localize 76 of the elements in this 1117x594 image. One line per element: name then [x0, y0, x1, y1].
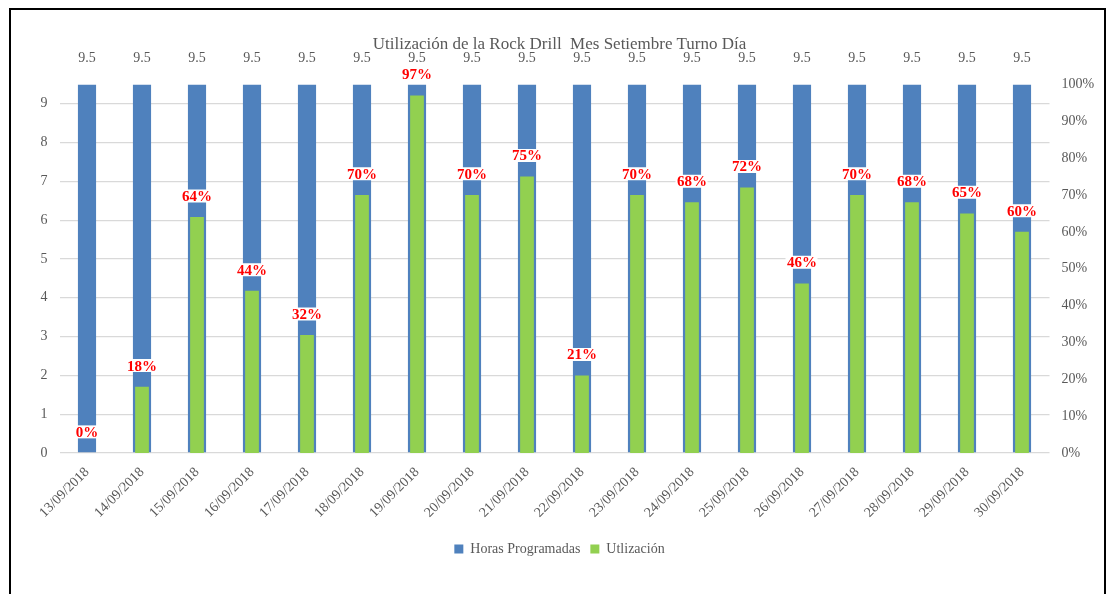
y-tick-label: 0: [40, 444, 48, 460]
data-label: 9.5: [573, 50, 591, 66]
data-label: 21%: [567, 346, 597, 363]
y2-tick-label: 50%: [1061, 260, 1088, 276]
y-tick-label: 5: [40, 250, 48, 266]
bar: [465, 194, 479, 453]
data-label: 9.5: [188, 50, 206, 66]
data-label: 60%: [1007, 202, 1037, 219]
data-label: 9.5: [1013, 50, 1031, 66]
y-tick-label: 4: [40, 289, 48, 305]
bar: [630, 194, 644, 453]
y-tick-label: 7: [40, 173, 48, 189]
data-label: 9.5: [463, 50, 481, 66]
data-label: 68%: [677, 173, 707, 190]
data-label: 9.5: [408, 50, 426, 66]
y-tick-label: 2: [40, 367, 48, 383]
data-label: 70%: [457, 165, 487, 182]
y2-tick-label: 90%: [1061, 112, 1088, 128]
bar: [520, 176, 534, 453]
legend-label: Utlización: [606, 540, 665, 556]
chart-title: Utilización de la Rock Drill Mes Setiembre Turno Día: [372, 33, 747, 53]
data-label: 9.5: [518, 50, 536, 66]
data-label: 18%: [127, 357, 157, 374]
y-tick-label: 1: [40, 405, 48, 421]
bar: [905, 202, 919, 453]
y2-tick-label: 70%: [1061, 186, 1088, 202]
bar: [1015, 231, 1029, 453]
y-tick-label: 3: [40, 328, 48, 344]
bar: [190, 217, 204, 453]
y2-tick-label: 20%: [1061, 370, 1088, 386]
data-label: 64%: [182, 187, 212, 204]
data-label: 9.5: [133, 50, 151, 66]
data-label: 9.5: [903, 50, 921, 66]
bar: [960, 213, 974, 453]
data-label: 9.5: [243, 50, 261, 66]
data-label: 9.5: [958, 50, 976, 66]
bar: [355, 194, 369, 453]
y-tick-label: 8: [40, 134, 48, 150]
data-label: 32%: [292, 305, 322, 322]
data-label: 70%: [622, 165, 652, 182]
y2-tick-label: 30%: [1061, 334, 1088, 350]
data-label: 0%: [75, 423, 99, 440]
y2-tick-label: 0%: [1061, 444, 1081, 460]
bar: [850, 194, 864, 453]
y-tick-label: 9: [40, 95, 48, 111]
data-label: 70%: [842, 165, 872, 182]
bar: [740, 187, 754, 453]
data-label: 9.5: [793, 50, 811, 66]
bar: [300, 335, 314, 453]
y-tick-label: 6: [40, 211, 48, 227]
data-label: 97%: [402, 66, 432, 83]
bar: [245, 290, 259, 453]
bar: [135, 386, 149, 453]
data-label: 65%: [952, 184, 982, 201]
data-label: 9.5: [353, 50, 371, 66]
data-label: 9.5: [848, 50, 866, 66]
bar: [575, 375, 589, 453]
y2-tick-label: 10%: [1061, 407, 1088, 423]
data-label: 9.5: [738, 50, 756, 66]
data-label: 9.5: [78, 50, 96, 66]
bar: [685, 202, 699, 453]
data-label: 75%: [512, 147, 542, 164]
y2-tick-label: 100%: [1061, 76, 1095, 92]
y2-tick-label: 40%: [1061, 297, 1088, 313]
y2-tick-label: 60%: [1061, 223, 1088, 239]
data-label: 68%: [897, 173, 927, 190]
data-label: 44%: [237, 261, 267, 278]
data-label: 46%: [787, 254, 817, 271]
legend-label: Horas Programadas: [470, 540, 581, 556]
data-label: 9.5: [683, 50, 701, 66]
data-label: 9.5: [298, 50, 316, 66]
data-label: 72%: [732, 158, 762, 175]
data-label: 70%: [347, 165, 377, 182]
data-label: 9.5: [628, 50, 646, 66]
bar: [795, 283, 809, 453]
y2-tick-label: 80%: [1061, 149, 1088, 165]
